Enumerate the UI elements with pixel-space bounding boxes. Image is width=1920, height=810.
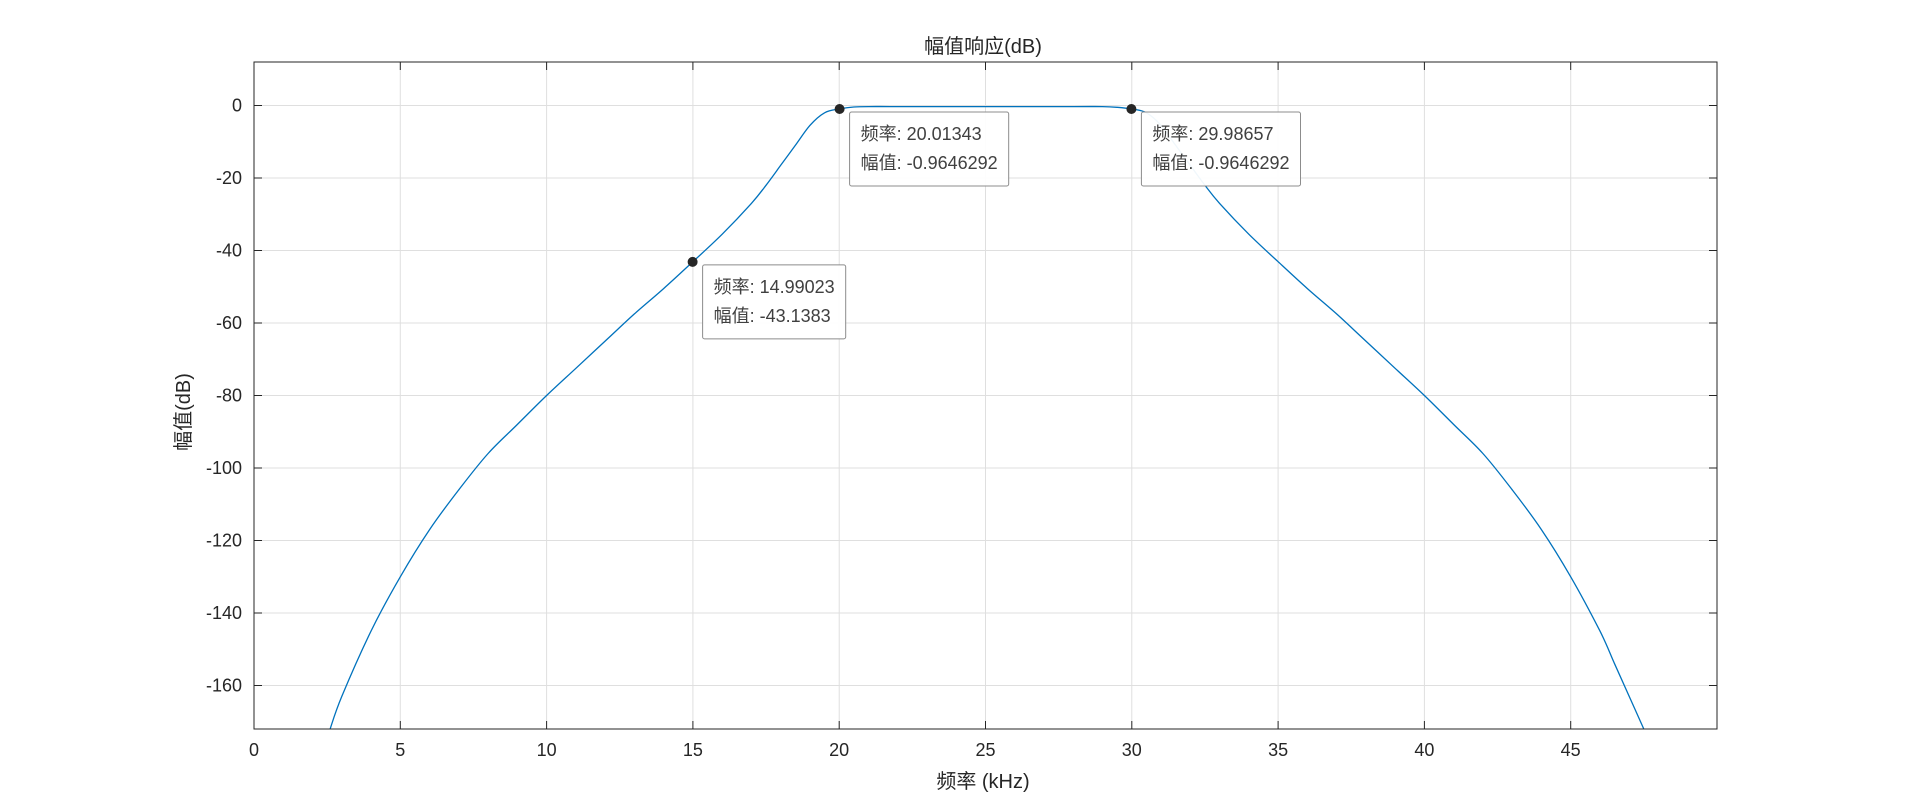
datatip-x-label: 频率: 14.99023 (714, 277, 835, 297)
x-tick-label: 10 (537, 740, 557, 760)
y-tick-label: -80 (216, 386, 242, 406)
datatips: 频率: 14.99023 幅值: -43.1383 频率: 20.01343 幅值: … (687, 103, 1302, 340)
magnitude-curve (329, 105, 1645, 729)
y-tick-label: -120 (206, 531, 242, 551)
datatip-marker[interactable] (1126, 103, 1137, 114)
y-axis-label: 幅值(dB) (172, 373, 195, 451)
axis-ticks: 0 5 10 15 20 25 30 35 40 45 0 -20 -40 -60 -80 -100 -120 -… (206, 62, 1717, 760)
y-tick-label: -140 (206, 603, 242, 623)
datatip-y-label: 幅值: -0.9646292 (861, 153, 998, 173)
x-tick-label: 30 (1122, 740, 1142, 760)
datatip-marker[interactable] (834, 103, 845, 114)
datatip-marker[interactable] (687, 256, 698, 267)
y-tick-label: -40 (216, 241, 242, 261)
x-tick-label: 20 (829, 740, 849, 760)
datatip[interactable]: 频率: 14.99023 幅值: -43.1383 (687, 256, 847, 340)
y-tick-label: -20 (216, 168, 242, 188)
y-tick-label: -100 (206, 458, 242, 478)
datatip-box (1140, 111, 1302, 187)
x-tick-label: 0 (249, 740, 259, 760)
chart-title: 幅值响应(dB) (924, 35, 1042, 58)
datatip-y-label: 幅值: -43.1383 (714, 306, 831, 326)
datatip-x-label: 频率: 20.01343 (861, 124, 982, 144)
datatip[interactable]: 频率: 29.98657 幅值: -0.9646292 (1126, 103, 1302, 187)
datatip-box (849, 111, 1010, 187)
datatip-y-label: 幅值: -0.9646292 (1152, 153, 1289, 173)
y-tick-label: -160 (206, 676, 242, 696)
x-axis-label: 频率 (kHz) (936, 770, 1029, 793)
y-tick-label: 0 (232, 96, 242, 116)
datatip-box (702, 264, 847, 340)
x-tick-label: 15 (683, 740, 703, 760)
x-tick-label: 5 (395, 740, 405, 760)
x-tick-label: 25 (975, 740, 995, 760)
x-tick-label: 45 (1561, 740, 1581, 760)
datatip[interactable]: 频率: 20.01343 幅值: -0.9646292 (834, 103, 1010, 187)
x-tick-label: 40 (1414, 740, 1434, 760)
x-tick-label: 35 (1268, 740, 1288, 760)
y-tick-label: -60 (216, 313, 242, 333)
datatip-x-label: 频率: 29.98657 (1152, 124, 1273, 144)
